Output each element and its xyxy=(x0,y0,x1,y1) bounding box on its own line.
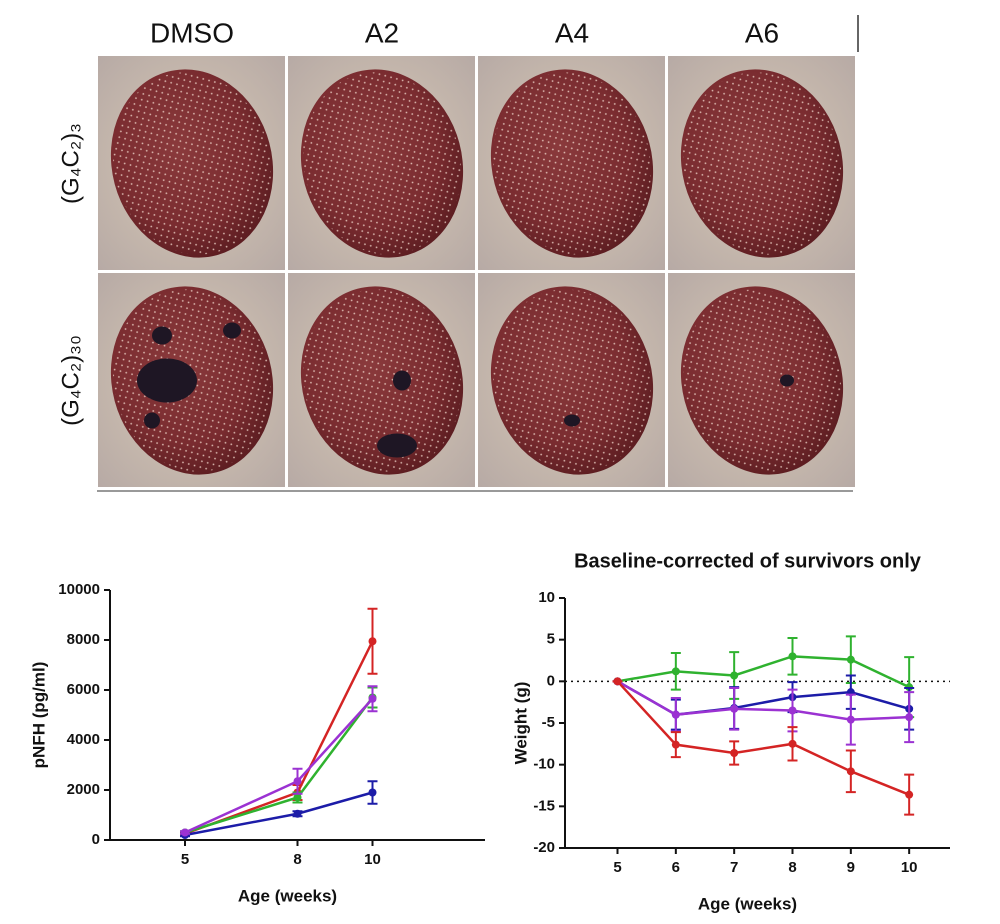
y-tick-label: 8000 xyxy=(67,631,100,648)
data-point xyxy=(788,652,797,661)
data-point xyxy=(368,694,377,703)
series-line xyxy=(184,696,374,834)
data-point xyxy=(905,790,914,799)
y-tick-label: -15 xyxy=(533,797,555,814)
x-tick-label: 10 xyxy=(364,851,381,868)
data-point xyxy=(905,713,914,722)
data-point xyxy=(788,739,797,748)
series-line xyxy=(617,655,910,689)
eye-grid xyxy=(98,56,855,487)
y-tick-label: 0 xyxy=(92,831,100,848)
data-point xyxy=(671,667,680,676)
data-point xyxy=(293,809,302,818)
ommatidia xyxy=(492,289,652,472)
data-point xyxy=(730,671,739,680)
column-label: A4 xyxy=(555,17,589,48)
y-axis-label: Weight (g) xyxy=(511,682,530,765)
y-tick-label: -10 xyxy=(533,756,555,773)
data-point xyxy=(671,710,680,719)
data-point xyxy=(368,637,377,646)
row-label: (G₄C₂)₃₀ xyxy=(57,335,84,426)
y-axis-label: pNFH (pg/ml) xyxy=(29,662,48,769)
chart-title: Baseline-corrected of survivors only xyxy=(574,550,922,572)
ommatidia xyxy=(112,72,272,255)
data-point xyxy=(846,715,855,724)
x-tick-label: 6 xyxy=(672,859,680,876)
x-tick-label: 5 xyxy=(181,851,189,868)
series-line xyxy=(184,697,374,834)
data-point xyxy=(181,828,189,837)
data-point xyxy=(293,793,302,802)
y-tick-label: 10 xyxy=(538,589,555,606)
necrotic-spot xyxy=(137,358,197,403)
y-tick-label: -20 xyxy=(533,839,555,856)
y-tick-label: 2000 xyxy=(67,781,100,798)
row-label: (G₄C₂)₃ xyxy=(57,123,84,204)
necrotic-spot xyxy=(144,412,160,429)
ommatidia xyxy=(492,72,652,255)
necrotic-spot xyxy=(393,370,411,391)
y-tick-label: 6000 xyxy=(67,681,100,698)
x-tick-label: 10 xyxy=(901,859,918,876)
series-line xyxy=(184,640,374,835)
y-tick-label: -5 xyxy=(542,714,555,731)
ommatidia xyxy=(302,72,462,255)
necrotic-spot xyxy=(780,374,794,387)
data-point xyxy=(846,767,855,776)
ommatidia xyxy=(682,289,842,472)
x-tick-label: 8 xyxy=(788,859,796,876)
data-point xyxy=(368,788,377,797)
column-label: DMSO xyxy=(150,17,234,48)
necrotic-spot xyxy=(152,326,172,345)
data-point xyxy=(788,706,797,715)
ommatidia xyxy=(302,289,462,472)
column-label: A6 xyxy=(745,17,779,48)
necrotic-spot xyxy=(377,433,417,458)
necrotic-spot xyxy=(223,322,241,339)
column-label: A2 xyxy=(365,17,399,48)
necrotic-spot xyxy=(564,414,580,427)
data-point xyxy=(671,740,680,749)
series-line xyxy=(616,680,910,796)
y-tick-label: 0 xyxy=(547,672,555,689)
x-axis-label: Age (weeks) xyxy=(698,894,797,913)
x-tick-label: 5 xyxy=(613,859,621,876)
x-tick-label: 8 xyxy=(293,851,301,868)
data-point xyxy=(730,749,739,757)
x-tick-label: 9 xyxy=(847,859,855,876)
data-point xyxy=(293,777,302,786)
series-line xyxy=(616,680,910,721)
x-axis-label: Age (weeks) xyxy=(238,886,337,905)
data-point xyxy=(613,677,622,686)
data-point xyxy=(730,704,739,713)
y-tick-label: 5 xyxy=(547,631,555,648)
y-tick-label: 4000 xyxy=(67,731,100,748)
data-point xyxy=(846,655,855,664)
y-tick-label: 10000 xyxy=(58,581,100,598)
x-tick-label: 7 xyxy=(730,859,738,876)
ommatidia xyxy=(682,72,842,255)
